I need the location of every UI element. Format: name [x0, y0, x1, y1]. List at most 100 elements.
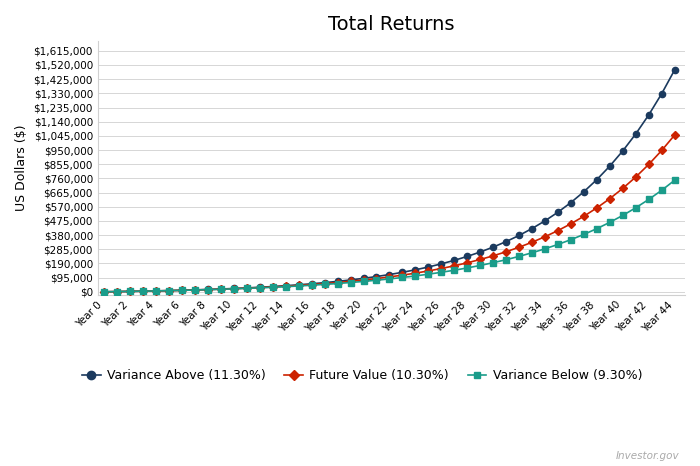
- Variance Above (11.30%): [671, 67, 679, 73]
- Future Value (10.30%): [178, 288, 186, 293]
- Variance Below (9.30%): [476, 263, 484, 268]
- Variance Below (9.30%): [359, 279, 368, 284]
- Variance Below (9.30%): [437, 269, 445, 275]
- Variance Below (9.30%): [346, 280, 355, 285]
- Future Value (10.30%): [671, 132, 679, 138]
- Future Value (10.30%): [476, 257, 484, 262]
- Variance Above (11.30%): [100, 289, 108, 295]
- Variance Above (11.30%): [398, 269, 407, 275]
- Variance Above (11.30%): [645, 112, 653, 118]
- Variance Above (11.30%): [230, 286, 238, 291]
- Variance Below (9.30%): [230, 286, 238, 292]
- Variance Below (9.30%): [489, 260, 498, 266]
- Line: Variance Above (11.30%): Variance Above (11.30%): [101, 67, 678, 295]
- Future Value (10.30%): [281, 283, 290, 289]
- Variance Above (11.30%): [463, 254, 471, 259]
- Variance Below (9.30%): [631, 205, 640, 211]
- Legend: Variance Above (11.30%), Future Value (10.30%), Variance Below (9.30%): Variance Above (11.30%), Future Value (1…: [77, 364, 648, 387]
- Variance Above (11.30%): [243, 285, 251, 291]
- Variance Below (9.30%): [463, 265, 471, 271]
- Variance Below (9.30%): [307, 282, 316, 288]
- Variance Below (9.30%): [204, 287, 212, 293]
- Variance Above (11.30%): [437, 261, 445, 267]
- Future Value (10.30%): [631, 174, 640, 180]
- Variance Below (9.30%): [256, 285, 264, 291]
- Future Value (10.30%): [450, 263, 459, 268]
- Future Value (10.30%): [528, 240, 536, 245]
- Variance Above (11.30%): [502, 239, 510, 244]
- Future Value (10.30%): [502, 249, 510, 254]
- Variance Above (11.30%): [126, 288, 134, 294]
- Future Value (10.30%): [398, 272, 407, 278]
- Variance Below (9.30%): [269, 284, 277, 290]
- Future Value (10.30%): [191, 287, 200, 293]
- Variance Above (11.30%): [489, 244, 498, 250]
- Variance Above (11.30%): [191, 287, 200, 293]
- Future Value (10.30%): [269, 284, 277, 290]
- Variance Above (11.30%): [476, 249, 484, 255]
- Variance Above (11.30%): [139, 288, 148, 294]
- Variance Above (11.30%): [321, 280, 329, 286]
- Variance Above (11.30%): [450, 258, 459, 263]
- Variance Above (11.30%): [424, 264, 433, 270]
- Variance Above (11.30%): [541, 218, 550, 224]
- Variance Below (9.30%): [243, 286, 251, 291]
- Variance Below (9.30%): [657, 187, 666, 193]
- Future Value (10.30%): [645, 162, 653, 167]
- Variance Above (11.30%): [554, 209, 562, 215]
- Variance Below (9.30%): [411, 273, 419, 279]
- Future Value (10.30%): [217, 286, 225, 292]
- Title: Total Returns: Total Returns: [328, 15, 454, 34]
- Future Value (10.30%): [437, 266, 445, 271]
- Variance Above (11.30%): [333, 279, 342, 284]
- Future Value (10.30%): [359, 277, 368, 283]
- Future Value (10.30%): [113, 289, 121, 295]
- Future Value (10.30%): [593, 205, 601, 211]
- Variance Below (9.30%): [398, 274, 407, 280]
- Future Value (10.30%): [243, 285, 251, 291]
- Variance Below (9.30%): [165, 288, 174, 294]
- Future Value (10.30%): [567, 221, 575, 226]
- Variance Below (9.30%): [113, 289, 121, 295]
- Future Value (10.30%): [515, 245, 524, 250]
- Variance Below (9.30%): [139, 288, 148, 294]
- Variance Above (11.30%): [567, 200, 575, 206]
- Future Value (10.30%): [321, 281, 329, 287]
- Future Value (10.30%): [346, 279, 355, 284]
- Variance Above (11.30%): [165, 288, 174, 294]
- Variance Above (11.30%): [619, 148, 627, 154]
- Variance Above (11.30%): [515, 233, 524, 238]
- Variance Below (9.30%): [333, 281, 342, 286]
- Future Value (10.30%): [554, 228, 562, 233]
- Future Value (10.30%): [606, 196, 614, 201]
- Variance Above (11.30%): [593, 177, 601, 182]
- Variance Above (11.30%): [657, 91, 666, 96]
- Future Value (10.30%): [411, 270, 419, 276]
- Variance Below (9.30%): [126, 288, 134, 294]
- Variance Below (9.30%): [541, 246, 550, 252]
- Variance Below (9.30%): [450, 267, 459, 273]
- Future Value (10.30%): [126, 288, 134, 294]
- Variance Above (11.30%): [372, 274, 381, 279]
- Variance Below (9.30%): [372, 277, 381, 283]
- Variance Below (9.30%): [671, 178, 679, 183]
- Future Value (10.30%): [372, 276, 381, 281]
- Variance Above (11.30%): [359, 275, 368, 281]
- Variance Above (11.30%): [580, 189, 588, 194]
- Future Value (10.30%): [385, 274, 393, 280]
- Variance Below (9.30%): [554, 242, 562, 247]
- Variance Above (11.30%): [295, 282, 303, 288]
- Future Value (10.30%): [152, 288, 160, 294]
- Variance Above (11.30%): [307, 281, 316, 287]
- Variance Above (11.30%): [217, 286, 225, 292]
- Variance Below (9.30%): [152, 288, 160, 294]
- Variance Below (9.30%): [619, 212, 627, 218]
- Variance Above (11.30%): [204, 287, 212, 292]
- Future Value (10.30%): [165, 288, 174, 294]
- Future Value (10.30%): [489, 253, 498, 259]
- Variance Below (9.30%): [424, 271, 433, 277]
- Variance Below (9.30%): [502, 257, 510, 262]
- Future Value (10.30%): [204, 287, 212, 292]
- Variance Below (9.30%): [100, 289, 108, 295]
- Future Value (10.30%): [463, 260, 471, 266]
